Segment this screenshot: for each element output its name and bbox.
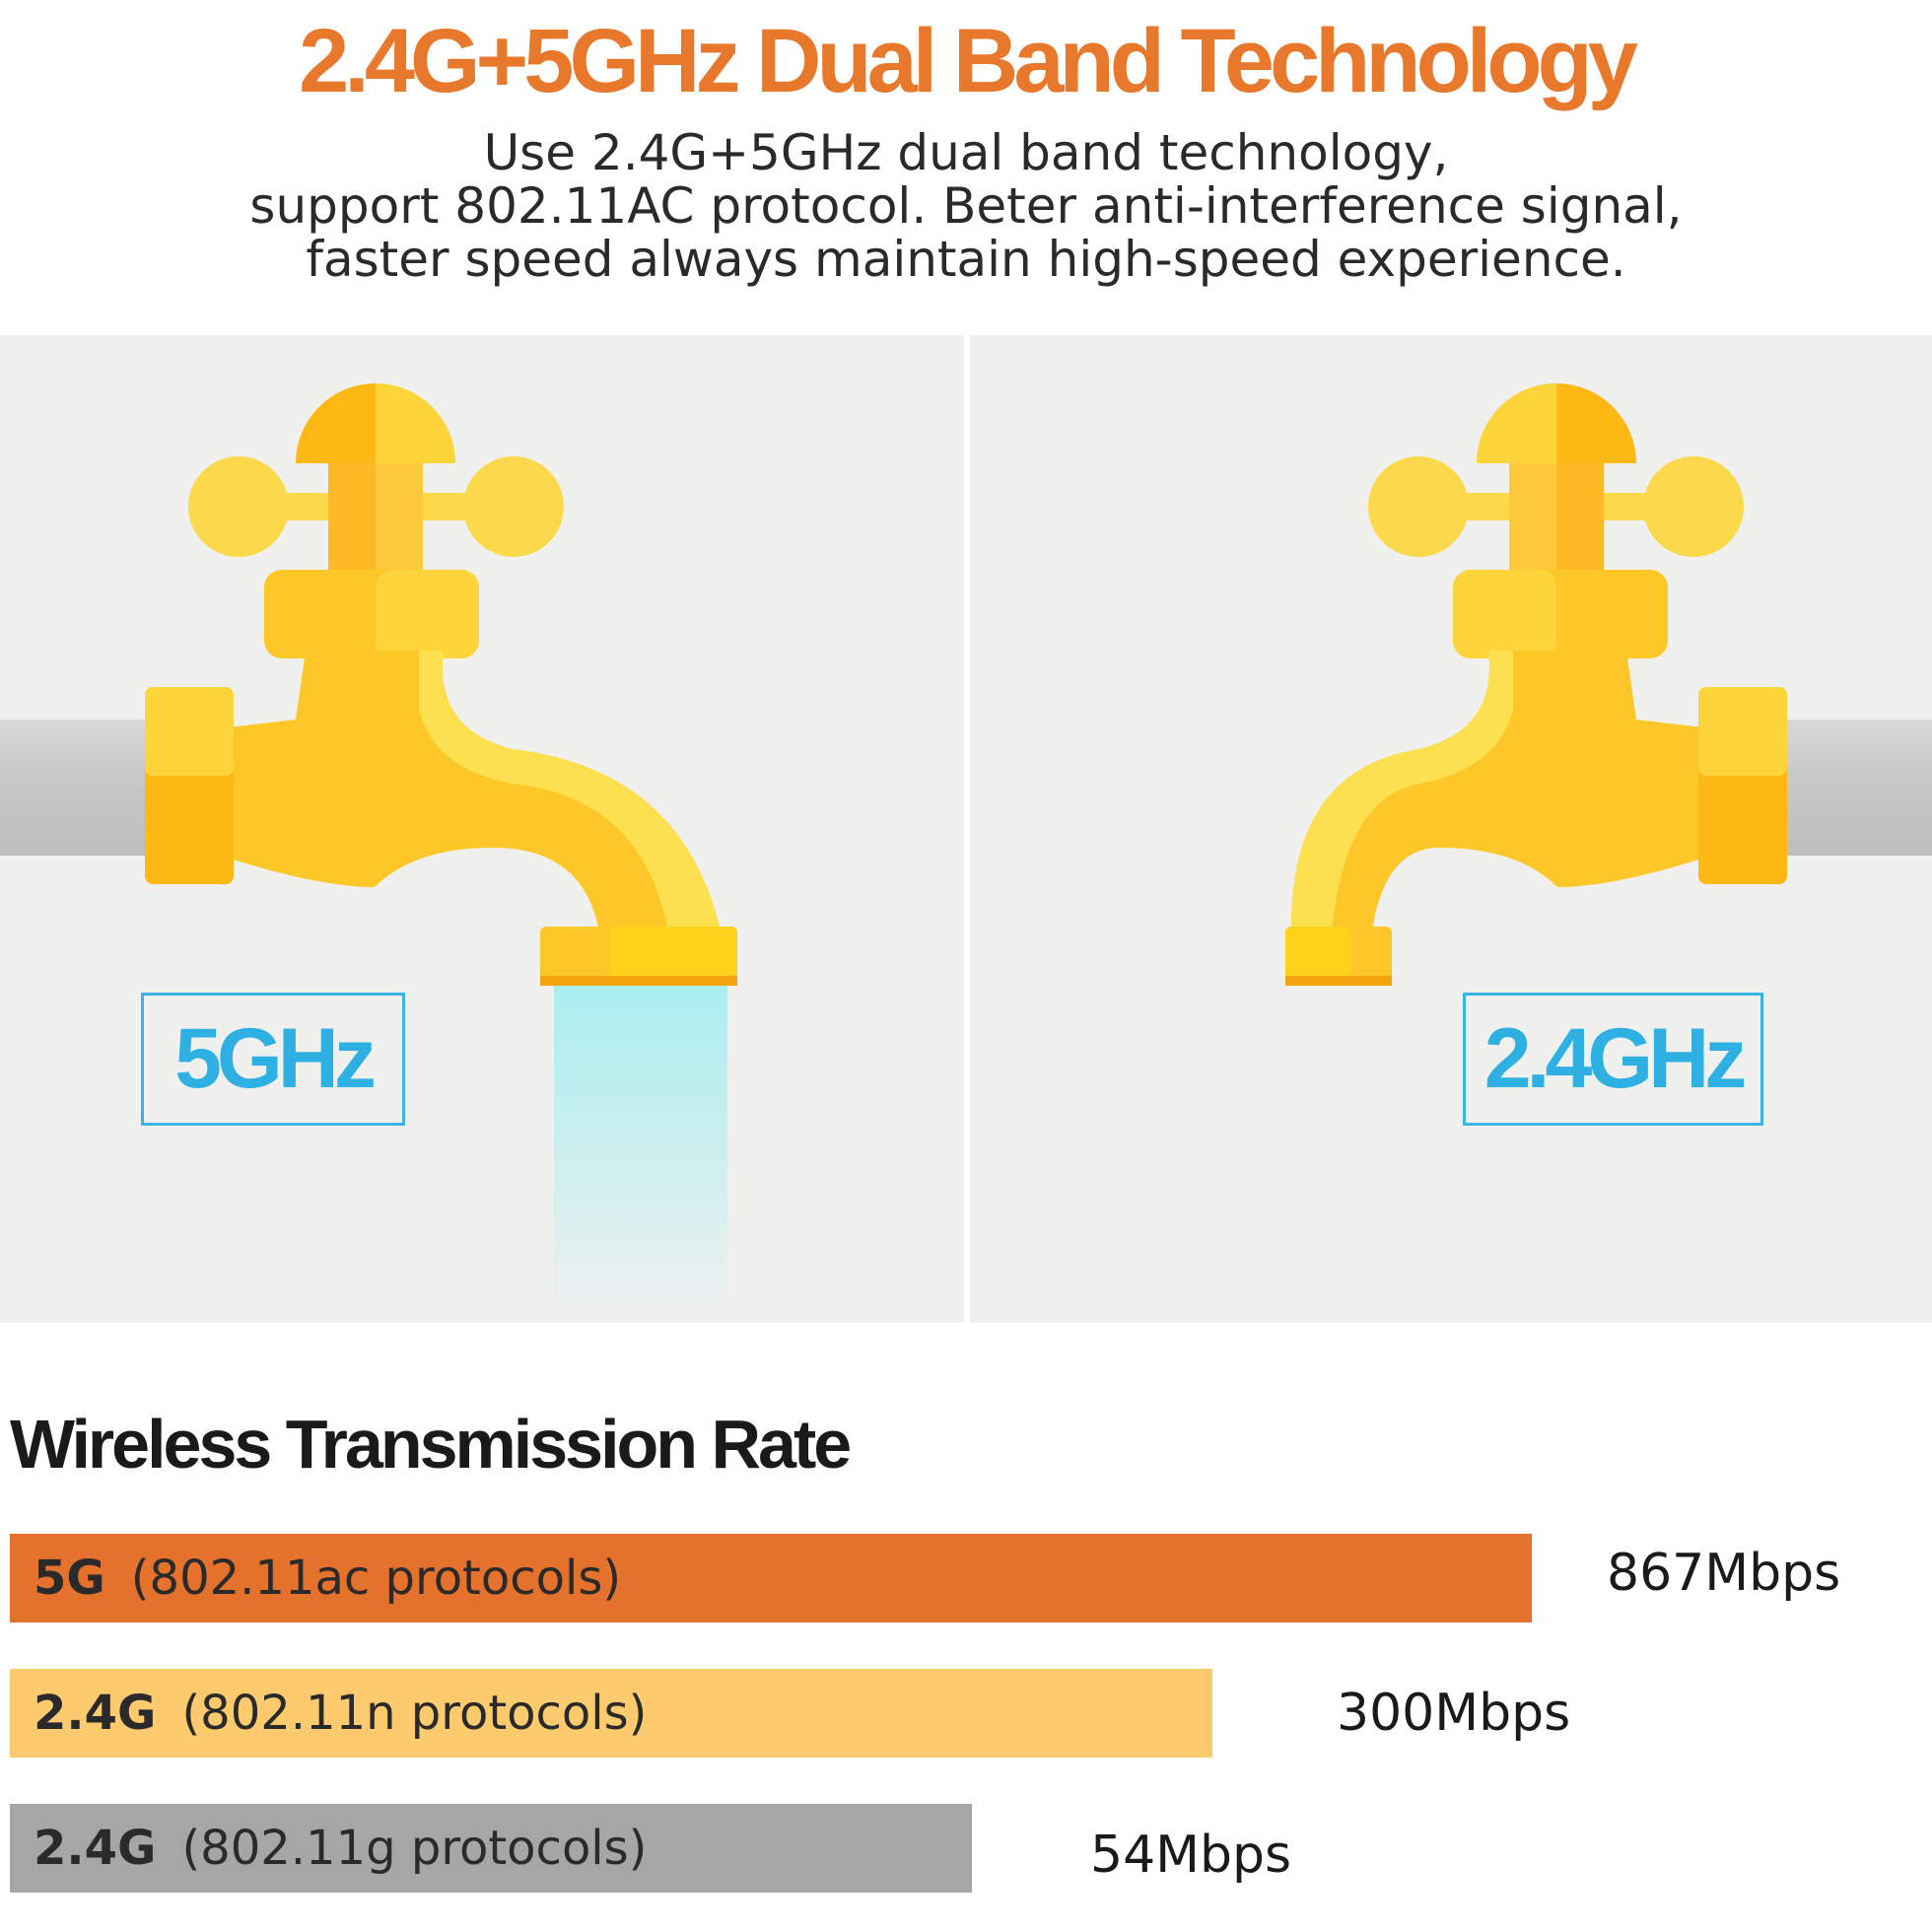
pipe [0,720,148,856]
rate-bar-5g: 5G (802.11ac protocols) [10,1534,1532,1622]
rate-bar-label: 2.4G (802.11n protocols) [34,1669,647,1758]
rate-bar-label: 5G (802.11ac protocols) [34,1534,621,1622]
protocol-name: (802.11g protocols) [181,1821,648,1876]
water-stream [554,981,727,1323]
band-name: 2.4G [34,1686,157,1741]
rate-value: 300Mbps [1337,1684,1571,1743]
band-name: 5G [34,1551,105,1606]
faucet-2-4ghz-illustration [1285,383,1932,986]
pipe [1784,720,1932,856]
protocol-name: (802.11n protocols) [181,1686,648,1741]
band-name: 2.4G [34,1821,157,1876]
rate-bar-2-4g-g: 2.4G (802.11g protocols) [10,1804,972,1893]
rate-bar-label: 2.4G (802.11g protocols) [34,1804,647,1893]
panel-2-4ghz: 2.4GHz [970,335,1932,1323]
rate-value: 54Mbps [1090,1826,1292,1885]
subtitle-line: Use 2.4G+5GHz dual band technology, [483,124,1449,181]
rate-section-title: Wireless Transmission Rate [10,1406,852,1483]
faucet-5ghz-illustration [0,383,737,1323]
rate-bar-2-4g-n: 2.4G (802.11n protocols) [10,1669,1212,1758]
subtitle: Use 2.4G+5GHz dual band technology, supp… [0,126,1932,286]
panel-5ghz: 5GHz [0,335,964,1323]
rate-value: 867Mbps [1607,1544,1841,1603]
subtitle-line: support 802.11AC protocol. Beter anti-in… [249,177,1683,235]
band-label-2-4ghz: 2.4GHz [1463,993,1763,1126]
subtitle-line: faster speed always maintain high-speed … [306,231,1626,288]
band-label-5ghz: 5GHz [141,993,405,1126]
page-title: 2.4G+5GHz Dual Band Technology [299,11,1638,111]
protocol-name: (802.11ac protocols) [130,1551,622,1606]
